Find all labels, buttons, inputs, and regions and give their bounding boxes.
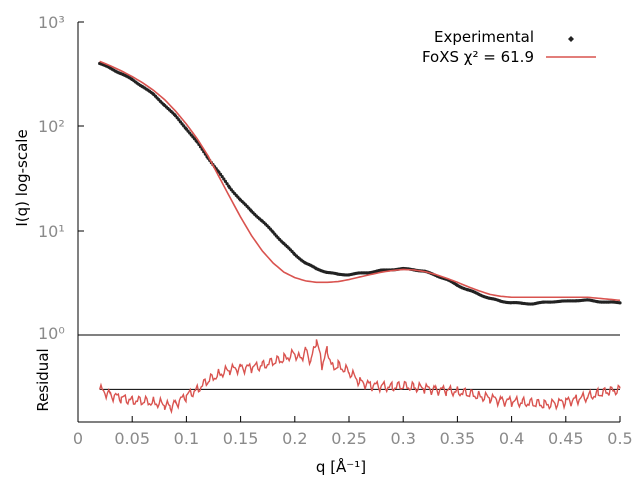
xtick-label: 0.45 [548,429,584,448]
ytick-label-10: 10¹ [38,222,65,241]
experimental-point [220,175,224,179]
residual-series-line [99,339,621,415]
experimental-point [225,182,229,186]
xtick-label: 0.35 [440,429,476,448]
xtick-label: 0.25 [331,429,367,448]
experimental-point [223,179,228,183]
ytick-label-1000: 10³ [38,13,65,32]
xtick-label: 0.2 [282,429,307,448]
legend-marker-experimental [568,36,574,42]
xtick-label: 0.3 [390,429,415,448]
xtick-label: 0.4 [499,429,524,448]
xtick-label: 0.1 [174,429,199,448]
xtick-label: 0 [73,429,83,448]
xtick-label: 0.5 [607,429,632,448]
experimental-point [217,170,221,174]
y-axis-label-residual: Residual [34,348,52,411]
fit-series-line [99,60,621,302]
y-axis-label-main: I(q) log-scale [13,129,31,226]
x-axis-label: q [Å⁻¹] [316,457,366,476]
experimental-point [218,172,223,176]
experimental-point [222,177,226,181]
ytick-label-100: 10² [38,117,65,136]
experimental-series [98,61,622,306]
xtick-label: 0.05 [114,429,150,448]
legend: Experimental FoXS χ² = 61.9 [422,28,596,66]
y-ticks-main [78,21,84,336]
experimental-point [618,301,622,305]
x-tick-labels: 0 0.05 0.1 0.15 0.2 0.25 0.3 0.35 0.4 0.45 0.5 [73,429,633,448]
x-ticks [77,416,621,422]
xtick-label: 0.15 [223,429,259,448]
ytick-label-1: 10⁰ [38,324,65,343]
legend-label-fit: FoXS χ² = 61.9 [422,48,534,66]
legend-label-experimental: Experimental [434,28,534,46]
